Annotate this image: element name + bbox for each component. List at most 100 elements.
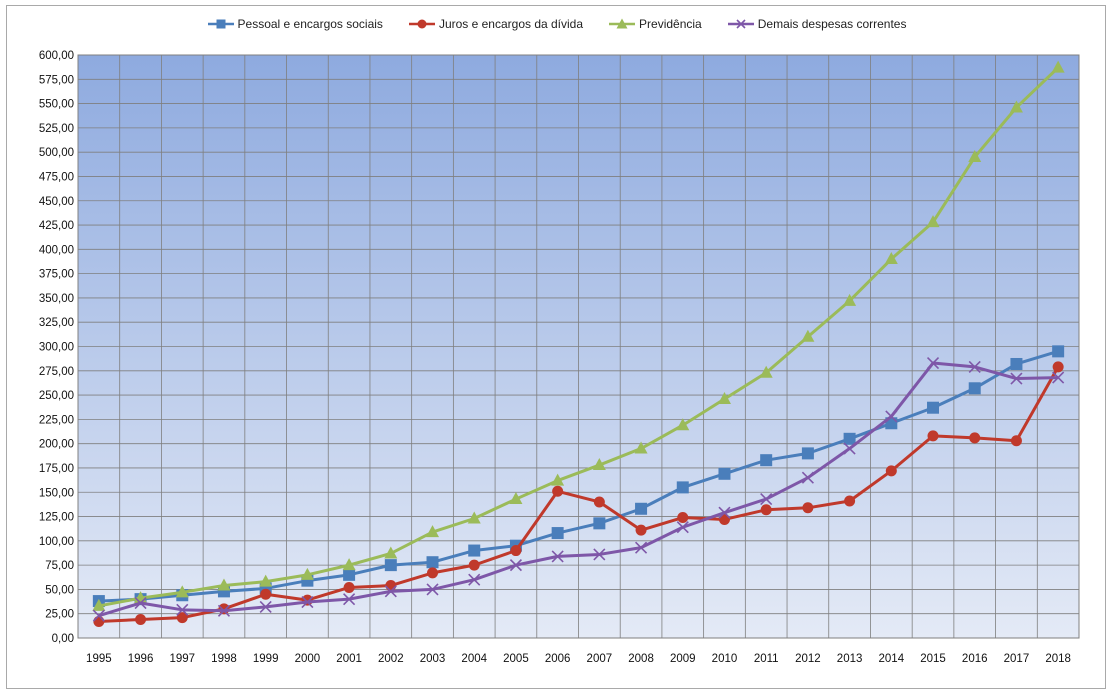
- y-tick-label: 525,00: [39, 123, 74, 135]
- data-point: [885, 410, 898, 423]
- data-point: [884, 252, 898, 265]
- data-point: [385, 580, 397, 592]
- data-point: [634, 541, 648, 554]
- y-tick-label: 600,00: [39, 50, 74, 62]
- data-point: [593, 517, 606, 530]
- data-point: [843, 293, 857, 306]
- legend-label-previdencia: Previdência: [639, 17, 702, 31]
- data-point: [1010, 372, 1023, 385]
- data-point: [927, 401, 940, 414]
- x-tick-label: 1998: [211, 653, 237, 665]
- series-layer: [92, 60, 1065, 627]
- y-tick-label: 425,00: [39, 220, 74, 232]
- x-tick-label: 1997: [169, 653, 195, 665]
- legend-square-marker-icon: [207, 19, 234, 29]
- data-point: [175, 585, 189, 598]
- data-point: [718, 467, 731, 480]
- data-point: [342, 558, 356, 571]
- data-point: [1052, 345, 1065, 358]
- y-tick-label: 175,00: [39, 463, 74, 475]
- data-point: [300, 567, 314, 580]
- x-tick-label: 2009: [670, 653, 696, 665]
- legend-label-pessoal: Pessoal e encargos sociais: [237, 17, 383, 31]
- data-point: [885, 465, 897, 477]
- x-tick-label: 2005: [503, 653, 529, 665]
- legend-label-juros: Juros e encargos da dívida: [438, 17, 584, 31]
- data-point: [384, 546, 398, 559]
- y-tick-label: 250,00: [39, 390, 74, 402]
- data-point: [677, 512, 689, 524]
- y-tick-label: 300,00: [39, 342, 74, 354]
- legend-item-demais: Demais despesas correntes: [727, 17, 907, 31]
- data-point: [968, 150, 982, 163]
- data-point: [468, 573, 481, 586]
- data-point: [510, 545, 522, 557]
- data-point: [968, 360, 981, 373]
- data-point: [176, 612, 188, 624]
- data-point: [927, 430, 939, 442]
- data-point: [1052, 361, 1064, 373]
- y-tick-label: 125,00: [39, 512, 74, 524]
- data-point: [552, 485, 564, 497]
- series-line: [98, 361, 1059, 618]
- y-tick-label: 400,00: [39, 244, 74, 256]
- y-axis-ticks: 0,00 25,00 50,00 75,00 100,00 125,00 150,00 175…: [39, 50, 74, 645]
- x-tick-label: 2016: [962, 653, 988, 665]
- legend-triangle-marker-icon: [609, 18, 636, 29]
- x-tick-label: 1996: [128, 653, 154, 665]
- data-point: [843, 442, 856, 455]
- x-tick-label: 2010: [712, 653, 738, 665]
- x-tick-label: 2012: [795, 653, 821, 665]
- data-point: [760, 492, 773, 506]
- data-point: [92, 598, 106, 611]
- y-tick-label: 575,00: [39, 74, 74, 86]
- data-point: [384, 559, 397, 572]
- data-point: [843, 432, 856, 445]
- data-point: [343, 593, 356, 606]
- legend-label-demais: Demais despesas correntes: [757, 17, 907, 31]
- x-tick-label: 2017: [1004, 653, 1030, 665]
- x-axis-ticks: 1995 1996 1997 1998 1999 2000 2001 2002 2003 2004…: [86, 653, 1071, 665]
- data-point: [968, 382, 981, 395]
- y-tick-label: 450,00: [39, 196, 74, 208]
- data-point: [926, 215, 940, 228]
- y-tick-label: 25,00: [45, 609, 74, 621]
- data-point: [592, 458, 606, 471]
- legend: Pessoal e encargos sociais Juros e encar…: [0, 14, 1114, 34]
- data-point: [718, 506, 731, 519]
- data-point: [427, 567, 439, 579]
- y-tick-label: 350,00: [39, 293, 74, 305]
- x-tick-label: 2003: [420, 653, 446, 665]
- y-tick-label: 500,00: [39, 147, 74, 159]
- x-tick-label: 2014: [879, 653, 905, 665]
- y-tick-label: 375,00: [39, 269, 74, 281]
- data-point: [93, 615, 105, 627]
- data-point: [134, 596, 147, 610]
- x-tick-label: 2001: [336, 653, 362, 665]
- data-point: [135, 614, 147, 626]
- y-tick-label: 200,00: [39, 439, 74, 451]
- data-point: [217, 604, 231, 617]
- data-point: [509, 492, 523, 505]
- data-point: [593, 548, 606, 561]
- data-point: [801, 329, 815, 342]
- data-point: [217, 578, 231, 591]
- data-point: [802, 502, 814, 514]
- x-tick-label: 2004: [461, 653, 487, 665]
- data-point: [468, 544, 481, 557]
- y-tick-label: 475,00: [39, 171, 74, 183]
- data-point: [801, 471, 814, 484]
- y-tick-label: 75,00: [45, 560, 74, 572]
- data-point: [717, 391, 731, 404]
- data-point: [259, 574, 273, 587]
- data-point: [676, 481, 689, 494]
- legend-item-pessoal: Pessoal e encargos sociais: [207, 17, 383, 31]
- data-point: [551, 473, 565, 486]
- data-point: [760, 504, 772, 516]
- data-point: [551, 527, 564, 540]
- y-tick-label: 550,00: [39, 99, 74, 111]
- x-tick-label: 2002: [378, 653, 404, 665]
- data-point: [1010, 435, 1022, 447]
- x-tick-label: 2013: [837, 653, 863, 665]
